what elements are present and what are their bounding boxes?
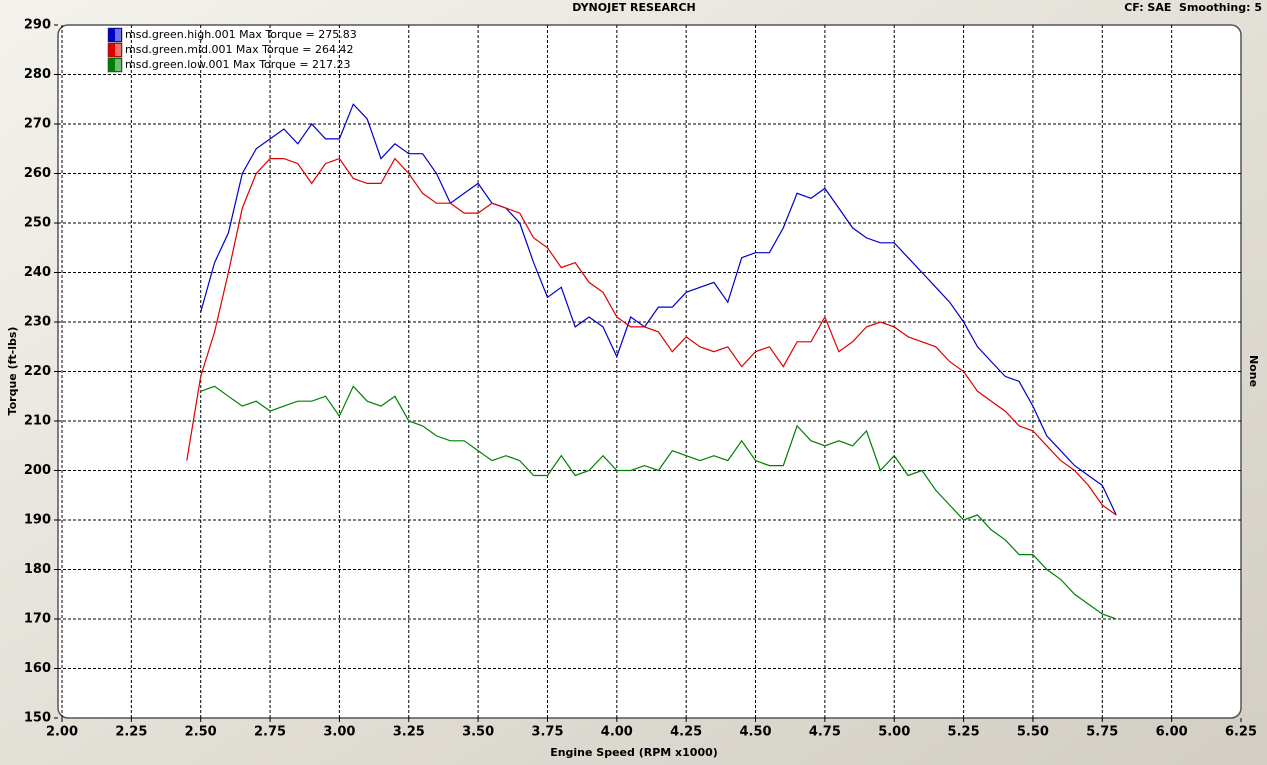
x-tick-label: 4.50 bbox=[739, 725, 771, 740]
y-tick-label: 180 bbox=[24, 562, 51, 577]
legend-label: msd.green.mid.001 Max Torque = 264.42 bbox=[125, 43, 354, 56]
y-tick-label: 150 bbox=[24, 711, 51, 726]
chart-title: DYNOJET RESEARCH bbox=[572, 1, 695, 14]
y-tick-label: 290 bbox=[24, 18, 51, 33]
series-line bbox=[200, 103, 1117, 516]
y-tick-label: 230 bbox=[24, 315, 51, 330]
x-tick-label: 3.75 bbox=[531, 725, 563, 740]
x-tick-label: 4.00 bbox=[601, 725, 633, 740]
y-tick-label: 240 bbox=[24, 265, 51, 280]
y-tick-label: 170 bbox=[24, 612, 51, 627]
y-tick-label: 280 bbox=[24, 67, 51, 82]
y-tick-label: 160 bbox=[24, 661, 51, 676]
legend-swatch-shine bbox=[115, 44, 121, 56]
y-tick-label: 220 bbox=[24, 364, 51, 379]
y-tick-label: 260 bbox=[24, 166, 51, 181]
x-tick-label: 4.25 bbox=[670, 725, 702, 740]
x-tick-label: 3.50 bbox=[462, 725, 494, 740]
x-tick-label: 5.25 bbox=[948, 725, 980, 740]
legend-label: msd.green.low.001 Max Torque = 217.23 bbox=[125, 58, 351, 71]
x-tick-label: 5.75 bbox=[1086, 725, 1118, 740]
side-label: None bbox=[1247, 355, 1260, 387]
lines bbox=[186, 103, 1117, 620]
x-tick-label: 6.00 bbox=[1156, 725, 1188, 740]
x-tick-label: 3.25 bbox=[393, 725, 425, 740]
legend-label: msd.green.high.001 Max Torque = 275.83 bbox=[125, 28, 357, 41]
x-tick-label: 5.50 bbox=[1017, 725, 1049, 740]
x-tick-label: 2.25 bbox=[115, 725, 147, 740]
y-tick-label: 250 bbox=[24, 216, 51, 231]
y-tick-label: 270 bbox=[24, 117, 51, 132]
y-tick-label: 210 bbox=[24, 414, 51, 429]
x-tick-label: 2.50 bbox=[185, 725, 217, 740]
x-axis-label: Engine Speed (RPM x1000) bbox=[550, 746, 718, 759]
x-tick-label: 3.00 bbox=[323, 725, 355, 740]
legend-swatch-shine bbox=[115, 59, 121, 71]
legend-swatch bbox=[107, 42, 123, 58]
legend-swatch-shine bbox=[115, 29, 121, 41]
series-line bbox=[200, 385, 1117, 620]
legend-swatch bbox=[107, 27, 123, 43]
y-axis-label: Torque (ft-lbs) bbox=[6, 327, 19, 416]
x-tick-label: 2.00 bbox=[46, 725, 78, 740]
x-tick-label: 2.75 bbox=[254, 725, 286, 740]
series-line bbox=[186, 157, 1117, 516]
y-tick-label: 200 bbox=[24, 463, 51, 478]
x-tick-label: 5.00 bbox=[878, 725, 910, 740]
legend: msd.green.high.001 Max Torque = 275.83 ms… bbox=[107, 27, 357, 73]
x-tick-label: 4.75 bbox=[809, 725, 841, 740]
legend-swatch bbox=[107, 57, 123, 73]
subtitle: CF: SAE Smoothing: 5 bbox=[1124, 1, 1262, 14]
y-tick-label: 190 bbox=[24, 513, 51, 528]
grid bbox=[54, 24, 1242, 722]
x-tick-label: 6.25 bbox=[1225, 725, 1257, 740]
